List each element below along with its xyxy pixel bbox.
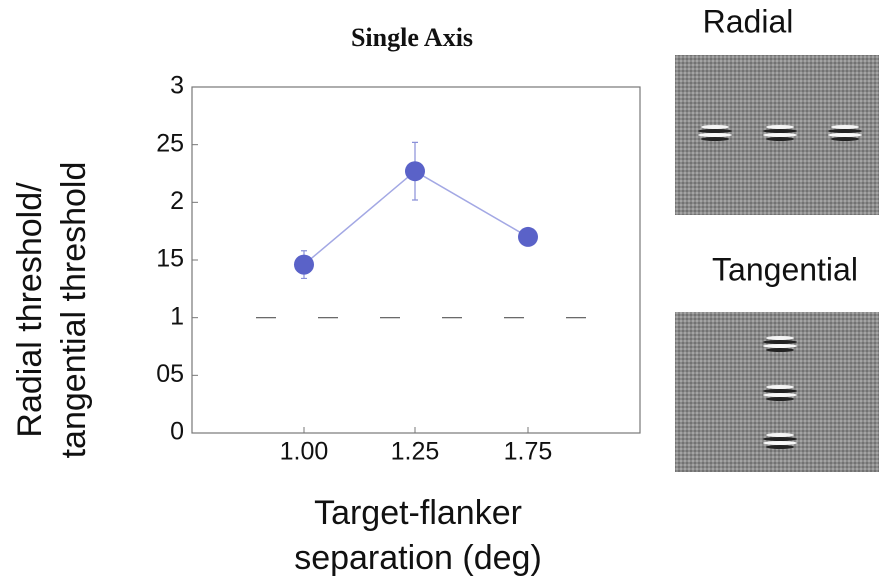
- data-point: [294, 254, 314, 275]
- y-tick-label: 2: [170, 187, 184, 215]
- y-axis-label-line: tangential threshold: [55, 162, 93, 459]
- x-tick-label: 1.00: [280, 438, 329, 466]
- data-point: [405, 161, 425, 182]
- chart-title: Single Axis: [351, 23, 473, 52]
- data-point: [518, 226, 538, 247]
- y-tick-label: 0: [170, 418, 184, 446]
- y-tick-label: 25: [156, 129, 184, 157]
- x-axis-label: separation (deg): [294, 539, 542, 577]
- y-axis-label: Radial threshold/ tangential threshold: [11, 162, 93, 459]
- y-axis-label-line: Radial threshold/: [11, 182, 49, 438]
- x-tick-label: 1.75: [504, 438, 553, 466]
- y-tick-label: 05: [156, 360, 184, 388]
- y-tick-label: 3: [170, 72, 184, 100]
- y-tick-label: 15: [156, 245, 184, 273]
- series-line: [303, 170, 529, 266]
- panel-label: Tangential: [712, 251, 858, 287]
- x-tick-label: 1.25: [391, 438, 440, 466]
- plot-frame: [191, 86, 641, 434]
- panel-label: Radial: [703, 3, 794, 39]
- x-axis-label: Target-flanker: [314, 494, 522, 532]
- y-tick-label: 1: [170, 302, 184, 330]
